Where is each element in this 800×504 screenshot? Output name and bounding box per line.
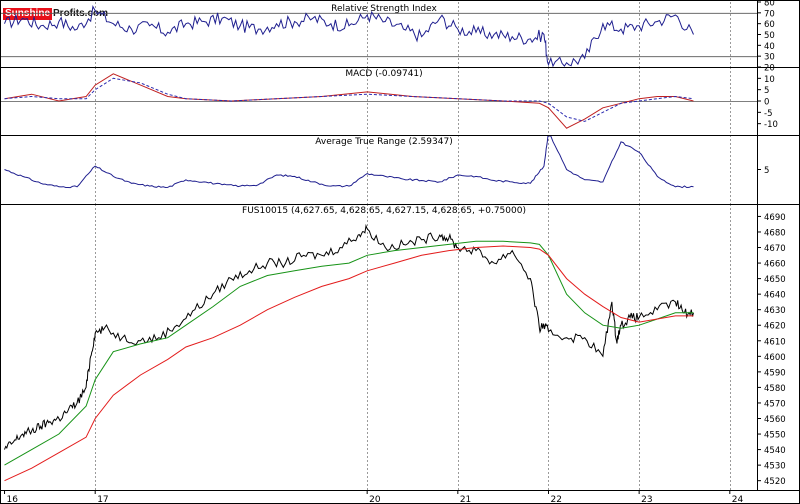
y-tick-label: 40 xyxy=(764,42,775,52)
y-tick-label: 4650 xyxy=(764,275,786,285)
series-line-ma_fast xyxy=(4,240,694,466)
x-tick-label: 24 xyxy=(732,495,744,504)
y-tick-label: 4680 xyxy=(764,228,786,238)
y-tick-label: 10 xyxy=(764,75,775,85)
y-tick-label: 4550 xyxy=(764,431,786,441)
y-tick-label: 4690 xyxy=(764,213,786,223)
y-tick-label: 4620 xyxy=(764,322,786,332)
series-line-dashed xyxy=(4,77,694,122)
panel-title: Relative Strength Index xyxy=(331,4,437,14)
x-tick-label: 17 xyxy=(97,495,108,504)
x-tick-label: 22 xyxy=(550,495,561,504)
y-tick-label: 20 xyxy=(764,64,775,74)
y-tick-label: 30 xyxy=(764,53,775,63)
y-tick-label: 0 xyxy=(764,98,769,108)
y-tick-label: 4640 xyxy=(764,291,786,301)
panel-title: Average True Range (2.59347) xyxy=(315,137,452,147)
y-tick-label: -10 xyxy=(764,120,778,130)
y-tick-label: 4660 xyxy=(764,260,786,270)
y-tick-label: 4670 xyxy=(764,244,786,254)
panel-title: MACD (-0.09741) xyxy=(345,69,422,79)
y-tick-label: 4610 xyxy=(764,337,786,347)
y-tick-label: 4580 xyxy=(764,384,786,394)
y-tick-label: 5 xyxy=(764,86,769,96)
x-tick-label: 21 xyxy=(460,495,471,504)
y-tick-label: 4600 xyxy=(764,353,786,363)
series-layer xyxy=(4,4,694,482)
y-tick-label: 4540 xyxy=(764,446,786,456)
series-line-ma_slow xyxy=(4,245,694,482)
series-line-main xyxy=(4,135,694,189)
x-tick-label: 16 xyxy=(7,495,19,504)
y-tick-label: -5 xyxy=(764,109,772,119)
panel-title: FUS10015 (4,627.65, 4,628.65, 4,627.15, … xyxy=(242,206,526,216)
series-line-price xyxy=(4,223,694,450)
y-tick-label: 60 xyxy=(764,20,775,30)
y-tick-label: 80 xyxy=(764,0,775,9)
grid-layer xyxy=(0,2,757,490)
series-line-solid xyxy=(4,73,694,129)
y-tick-label: 4570 xyxy=(764,399,786,409)
series-line-main xyxy=(4,4,694,68)
y-tick-label: 4530 xyxy=(764,462,786,472)
y-tick-label: 5 xyxy=(764,166,769,176)
y-tick-label: 4590 xyxy=(764,368,786,378)
y-tick-label: 70 xyxy=(764,9,775,19)
y-tick-label: 4560 xyxy=(764,415,786,425)
x-tick-label: 20 xyxy=(369,495,381,504)
x-tick-label: 23 xyxy=(641,495,652,504)
y-tick-label: 4520 xyxy=(764,477,786,487)
y-tick-label: 50 xyxy=(764,31,775,41)
y-tick-label: 4630 xyxy=(764,306,786,316)
